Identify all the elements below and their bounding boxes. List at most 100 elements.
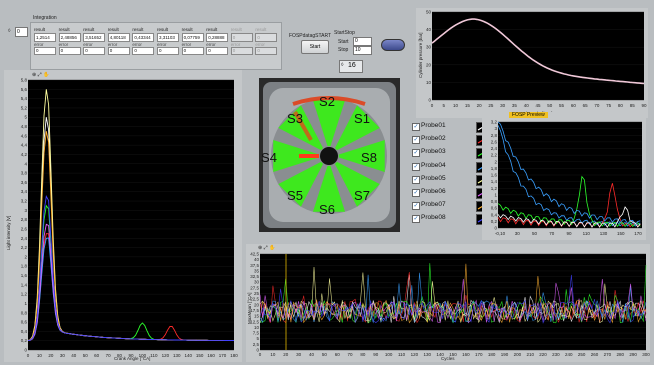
x-tick-label: 170: [475, 352, 483, 357]
index-control[interactable]: ◊ 0: [8, 27, 28, 37]
y-tick-label: 0,6: [21, 320, 28, 325]
error-value[interactable]: 0: [34, 47, 56, 55]
stop-field[interactable]: 10: [353, 46, 372, 55]
error-value[interactable]: 0: [255, 47, 278, 55]
x-tick-label: 70: [106, 353, 112, 358]
x-tick-label: 110: [150, 353, 158, 358]
result-value[interactable]: 2,48856: [58, 33, 81, 42]
x-tick-label: 90: [641, 103, 647, 108]
result-value[interactable]: 4,80118: [107, 33, 130, 42]
probe-checkbox[interactable]: ✓: [412, 149, 420, 158]
y-tick-label: 0,2: [21, 338, 28, 343]
pressure-chart: 0 10 20 30 40 50 0 5 10 15 20 25 30 35 40 45 50 55 60 65 70 7…: [418, 10, 647, 117]
y-tick-label: 5: [256, 336, 259, 341]
counter-value[interactable]: 16: [348, 62, 356, 69]
y-tick-label: 20: [426, 62, 432, 67]
probe-checkbox[interactable]: ✓: [412, 189, 420, 197]
error-value[interactable]: 0: [230, 47, 253, 55]
y-tick-label: 40: [254, 257, 260, 262]
error-value[interactable]: 0: [157, 47, 179, 55]
start-button[interactable]: Start: [301, 40, 329, 54]
sensor-wedge: [338, 139, 385, 173]
probe-checkbox[interactable]: ✓: [412, 136, 420, 145]
y-tick-label: 0,4: [491, 212, 498, 217]
result-label: result: [255, 27, 267, 32]
probe-checkbox[interactable]: ✓: [412, 123, 420, 131]
index-value[interactable]: 0: [15, 27, 28, 37]
x-tick-label: 300: [642, 352, 650, 357]
y-tick-label: 0,8: [21, 310, 28, 315]
y-tick-label: 3,8: [21, 171, 28, 176]
integration-cell: result 4,80118 error 0: [107, 27, 130, 65]
result-label: result: [34, 27, 46, 32]
y-tick-label: 0,8: [491, 199, 498, 204]
x-tick-label: 120: [411, 352, 419, 357]
y-tick-label: 25: [254, 291, 260, 296]
counter-arrow-icon[interactable]: ◊: [341, 62, 344, 68]
result-value[interactable]: 0,43344: [132, 33, 155, 42]
integration-cluster: result 1,2514 error 0 result 2,48856 error 0 res…: [30, 22, 282, 70]
y-tick-label: 3,2: [491, 120, 498, 125]
y-tick-label: 10: [254, 325, 260, 330]
y-tick-label: 30: [254, 280, 260, 285]
x-tick-label: 40: [71, 353, 77, 358]
result-value[interactable]: 3,31103: [157, 33, 179, 42]
integration-cell: result 3,31103 error 0: [157, 27, 179, 65]
start-field[interactable]: 0: [353, 37, 372, 46]
index-arrow-icon[interactable]: ◊: [8, 28, 11, 34]
preview-chart: 0 0,2 0,40,6 0,8 11,2 1,41,6 1,8 22,2 2,4 2,62,8 3…: [491, 120, 643, 237]
light-chart-tools[interactable]: ⊕ ⤢ ✋: [32, 72, 50, 78]
preview-series: [497, 121, 641, 225]
error-value[interactable]: 0: [181, 47, 204, 55]
probe-checkbox[interactable]: ✓: [412, 162, 420, 171]
x-tick-label: 30: [60, 353, 66, 358]
probe-label: Probe03: [421, 148, 446, 156]
result-value[interactable]: 1,2514: [34, 33, 56, 42]
y-tick-label: 3,6: [21, 180, 28, 185]
y-tick-label: 4,2: [21, 152, 28, 157]
error-value[interactable]: 0: [107, 47, 130, 55]
probe-checkbox[interactable]: ✓: [412, 202, 420, 211]
x-tick-label: 40: [309, 352, 315, 357]
fosp-label: FOSPdatagSTART: [289, 33, 332, 39]
y-tick-label: 1,8: [491, 166, 498, 171]
startstop-label: StartStop: [334, 30, 355, 36]
y-tick-label: 0,4: [21, 329, 28, 334]
result-value[interactable]: 3,51652: [83, 33, 106, 42]
x-tick-label: 0: [27, 353, 30, 358]
x-tick-label: 290: [629, 352, 637, 357]
error-value[interactable]: 0: [132, 47, 155, 55]
stop-field-label: Stop: [338, 47, 349, 53]
y-tick-label: 1,4: [491, 179, 498, 184]
x-tick-label: 150: [449, 352, 457, 357]
y-tick-label: 2,2: [21, 245, 28, 250]
x-tick-label: 15: [465, 103, 471, 108]
result-value[interactable]: 0,07759: [181, 33, 204, 42]
x-tick-label: 240: [565, 352, 573, 357]
sensor-wedge: [334, 105, 380, 151]
x-tick-label: 85: [630, 103, 636, 108]
result-value[interactable]: 0: [255, 33, 278, 42]
integration-cell: result 0,28888 error 0: [206, 27, 229, 65]
x-tick-label: 0: [431, 103, 434, 108]
engine-drawing: S2 S1 S3 S8 S4 S7 S5 S6: [261, 82, 396, 228]
result-value[interactable]: 0,28888: [206, 33, 229, 42]
y-tick-label: 12,5: [250, 319, 259, 324]
probe-label: Probe08: [421, 214, 446, 222]
counter-field[interactable]: ◊ 16: [339, 60, 363, 73]
x-tick-label: 140: [436, 352, 444, 357]
error-value[interactable]: 0: [83, 47, 106, 55]
error-label: error: [181, 42, 192, 47]
probe-checkbox[interactable]: ✓: [412, 215, 420, 224]
probe-checkbox[interactable]: ✓: [412, 175, 420, 184]
y-tick-label: 20: [254, 302, 260, 307]
toggle-switch[interactable]: [381, 39, 405, 51]
x-tick-label: 80: [618, 103, 624, 108]
cycles-chart-tools[interactable]: ⊕ ⤢ ✋: [258, 245, 276, 251]
y-tick-label: 10: [426, 80, 432, 85]
x-tick-label: 5: [443, 103, 446, 108]
result-value[interactable]: 0: [230, 33, 253, 42]
error-value[interactable]: 0: [206, 47, 229, 55]
error-value[interactable]: 0: [58, 47, 81, 55]
sensor-wedge: [278, 161, 324, 207]
